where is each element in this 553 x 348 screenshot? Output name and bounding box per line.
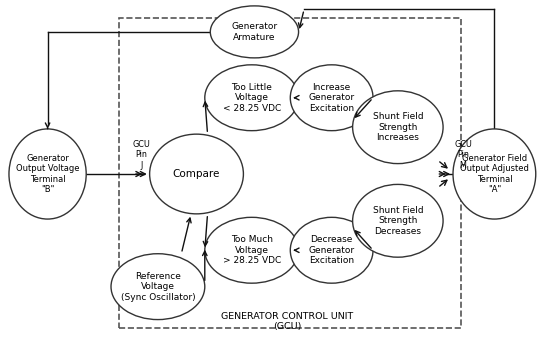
- Ellipse shape: [290, 218, 373, 283]
- Ellipse shape: [210, 6, 299, 58]
- Text: Compare: Compare: [173, 169, 220, 179]
- Ellipse shape: [150, 134, 243, 214]
- Text: Generator
Armature: Generator Armature: [231, 22, 278, 42]
- Ellipse shape: [290, 65, 373, 130]
- Ellipse shape: [205, 65, 299, 130]
- Ellipse shape: [205, 218, 299, 283]
- Text: Increase
Generator
Excitation: Increase Generator Excitation: [309, 83, 354, 113]
- Text: GCU
Pin
J: GCU Pin J: [132, 140, 150, 170]
- Text: Too Much
Voltage
> 28.25 VDC: Too Much Voltage > 28.25 VDC: [222, 235, 281, 265]
- Ellipse shape: [353, 184, 443, 257]
- Text: Shunt Field
Strength
Decreases: Shunt Field Strength Decreases: [373, 206, 423, 236]
- Ellipse shape: [353, 91, 443, 164]
- Bar: [119, 18, 461, 328]
- Text: Too Little
Voltage
< 28.25 VDC: Too Little Voltage < 28.25 VDC: [222, 83, 281, 113]
- Ellipse shape: [453, 129, 536, 219]
- Text: Generator
Output Voltage
Terminal
"B": Generator Output Voltage Terminal "B": [16, 154, 79, 194]
- Text: Decrease
Generator
Excitation: Decrease Generator Excitation: [309, 235, 354, 265]
- Text: GCU
Pin
M: GCU Pin M: [454, 140, 472, 170]
- Ellipse shape: [9, 129, 86, 219]
- Text: GENERATOR CONTROL UNIT
(GCU): GENERATOR CONTROL UNIT (GCU): [221, 311, 354, 331]
- Ellipse shape: [111, 254, 205, 319]
- Text: Generator Field
Output Adjusted
Terminal
"A": Generator Field Output Adjusted Terminal…: [460, 154, 529, 194]
- Text: Shunt Field
Strength
Increases: Shunt Field Strength Increases: [373, 112, 423, 142]
- Text: Reference
Voltage
(Sync Oscillator): Reference Voltage (Sync Oscillator): [121, 272, 195, 302]
